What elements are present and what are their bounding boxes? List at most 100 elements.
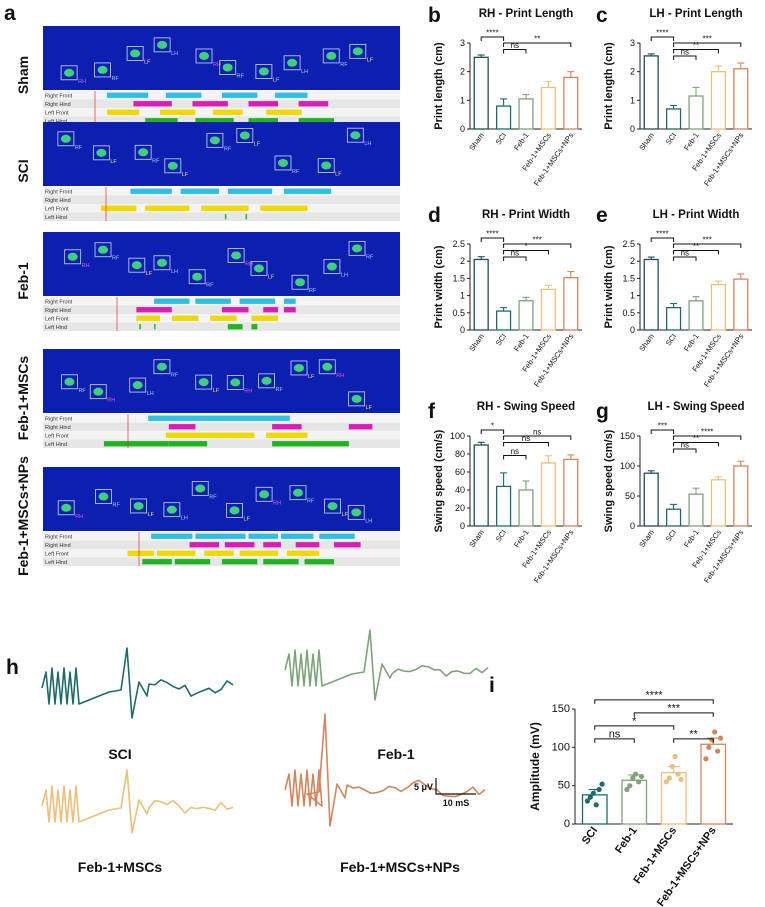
paw-box [289,485,307,501]
sig-label: ns [511,41,519,50]
paw-box [191,481,209,496]
stance-segment [221,307,249,313]
paw-print [96,148,107,157]
stance-segment [304,559,335,565]
sig-label: ** [693,434,699,443]
stance-segment [213,109,243,115]
stance-segment [266,109,302,115]
stance-segment [148,415,290,421]
x-tick-label: Feb-1 [682,131,701,152]
sig-label: ** [693,242,699,251]
stance-segment [195,533,246,539]
paw-label: LH [171,51,178,57]
scale-voltage: 5 μV [414,782,433,792]
paw-print [199,51,210,60]
paw-label: RH [107,398,115,404]
panel-letter-f: f [428,400,436,423]
paw-box [128,257,146,273]
paw-print [326,262,337,271]
paw-print [292,488,303,497]
bar-Feb-1+MSCs [710,479,726,527]
sig-label: ** [534,35,540,44]
sig-bracket [673,442,719,447]
y-tick-label: 0.5 [622,308,635,318]
sig-bracket [650,237,675,242]
data-point [584,798,591,804]
sig-bracket [673,250,719,255]
data-point [706,744,712,750]
trace-label: Feb-1 [377,746,415,762]
sig-label: *** [533,236,542,245]
paw-print [138,148,149,157]
paw-label: RF [366,254,374,260]
paw-label: RF [112,256,120,262]
x-tick-label: SCI [664,332,679,347]
sig-label: ns [681,249,689,258]
paw-label: RH [245,261,253,267]
stance-segment [157,550,196,556]
paw-print [259,490,270,499]
data-point [675,771,681,777]
scale-bar-lines [435,778,476,795]
y-tick-label: 0 [460,124,465,134]
sig-label: ns [511,249,519,258]
gait-lane-bg [43,439,400,448]
bar-SCI [666,108,682,130]
paw-box [250,261,268,276]
stance-segment [298,101,329,107]
stance-segment [334,542,361,548]
bar-SCI [496,105,512,130]
paw-label: RH [244,388,252,394]
bar-Feb-1 [518,98,534,130]
y-tick-label: 1 [460,95,465,105]
lane-label: Left Hind [45,325,67,331]
stance-segment [165,92,202,98]
paw-box [163,502,181,518]
stance-segment [280,533,314,539]
bar-Feb-1 [688,300,704,331]
bar-Sham [643,258,659,331]
bar-Feb-1+MSCs+NPs [563,277,579,331]
trace-label: Feb-1+MSCs [78,859,163,875]
trace-0: SCI [41,647,234,762]
x-tick-label: Feb-1 [682,528,701,549]
paw-label: RF [75,145,83,151]
sig-label: ns [681,48,689,57]
data-point [678,776,684,783]
sig-label: ** [689,728,698,740]
sig-label: ns [681,441,689,450]
sig-label: *** [667,702,681,714]
panel-letter-e: e [596,204,608,227]
data-point [669,763,675,770]
data-point [590,790,596,796]
paw-label: LH [181,516,188,522]
paw-print [229,506,240,515]
stance-segment [151,533,193,539]
x-tick-label: Feb-1+MSCs+NPs [702,332,746,389]
gait-lane-bg [43,91,400,100]
paw-label: RF [237,74,245,80]
paw-print [130,49,141,58]
sig-bracket [650,429,675,434]
paw-print [295,278,306,287]
stance-segment [201,205,249,211]
sig-bracket [503,435,572,440]
lane-label: Right Front [45,535,73,541]
paw-label: RH [82,263,90,269]
stance-segment [251,324,258,330]
stance-segment [272,424,302,430]
stance-segment [286,550,320,556]
paw-box [324,498,342,514]
lane-label: Right Hind [45,198,71,204]
paw-box [291,274,309,290]
x-tick-label: SCI [494,528,509,543]
lane-label: Left Hind [45,215,67,221]
paw-label: RH [78,79,86,85]
paw-box [57,500,75,516]
paw-print [157,40,168,49]
data-point [593,802,599,808]
paw-label: LF [244,516,251,522]
data-point [666,775,672,781]
